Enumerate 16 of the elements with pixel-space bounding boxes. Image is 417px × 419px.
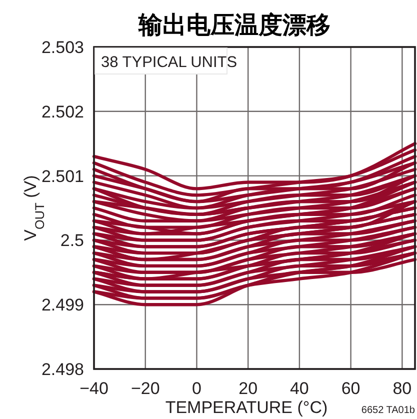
x-tick-label: 40 <box>290 379 309 398</box>
x-axis-title: TEMPERATURE (°C) <box>165 398 328 417</box>
y-tick-label: 2.498 <box>41 360 84 379</box>
chart-title: 输出电压温度漂移 <box>138 12 330 39</box>
x-tick-label: 60 <box>341 379 360 398</box>
y-tick-label: 2.499 <box>41 296 84 315</box>
x-tick-label: 0 <box>192 379 202 398</box>
x-tick-label: 80 <box>392 379 412 398</box>
annotation: 38 TYPICAL UNITS <box>101 54 238 71</box>
x-tick-label: −40 <box>80 379 108 398</box>
y-tick-label: 2.503 <box>41 38 84 57</box>
x-tick-label: −20 <box>130 379 160 398</box>
text: 6652 TA01b <box>361 405 416 416</box>
x-tick-label: 20 <box>238 379 258 398</box>
y-tick-label: 2.502 <box>41 102 84 122</box>
y-tick-label: 2.5 <box>60 231 84 250</box>
